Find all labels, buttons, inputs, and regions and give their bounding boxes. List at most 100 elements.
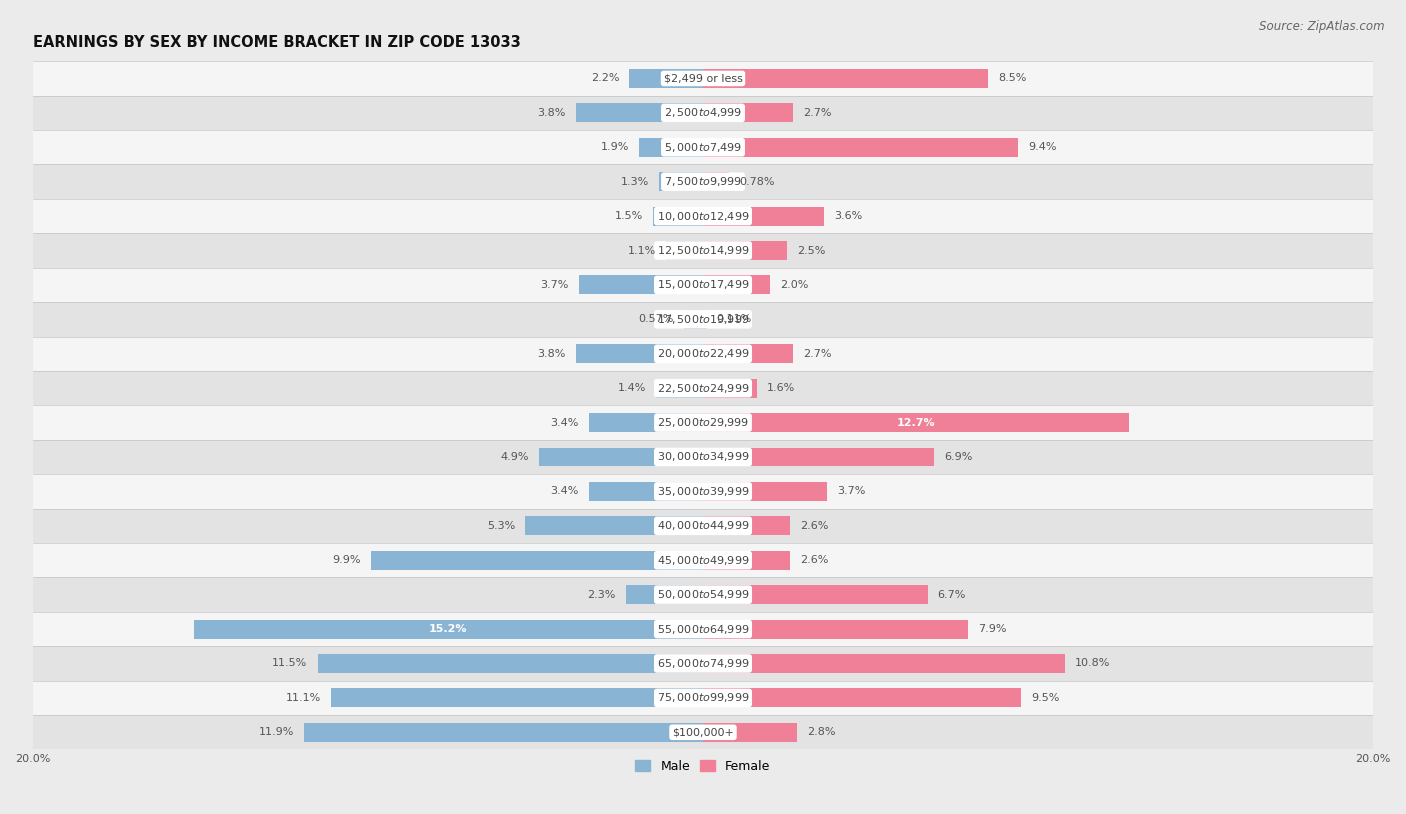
Text: $40,000 to $44,999: $40,000 to $44,999 — [657, 519, 749, 532]
Text: $5,000 to $7,499: $5,000 to $7,499 — [664, 141, 742, 154]
Bar — [32, 130, 1374, 164]
Bar — [652, 207, 703, 225]
Bar — [32, 612, 1374, 646]
Bar — [703, 585, 928, 604]
Bar — [589, 414, 703, 432]
Bar — [703, 138, 1018, 157]
Text: $75,000 to $99,999: $75,000 to $99,999 — [657, 691, 749, 704]
Bar — [703, 207, 824, 225]
Legend: Male, Female: Male, Female — [630, 755, 776, 777]
Bar — [575, 103, 703, 122]
Bar — [32, 543, 1374, 577]
Text: 3.8%: 3.8% — [537, 348, 565, 359]
Text: $10,000 to $12,499: $10,000 to $12,499 — [657, 209, 749, 222]
Text: 11.9%: 11.9% — [259, 727, 294, 737]
Bar — [703, 344, 793, 363]
Bar — [32, 268, 1374, 302]
Bar — [640, 138, 703, 157]
Bar — [657, 379, 703, 397]
Text: $35,000 to $39,999: $35,000 to $39,999 — [657, 485, 749, 498]
Text: $17,500 to $19,999: $17,500 to $19,999 — [657, 313, 749, 326]
Text: 9.4%: 9.4% — [1028, 142, 1056, 152]
Bar — [666, 241, 703, 260]
Text: 12.7%: 12.7% — [897, 418, 935, 427]
Bar — [703, 103, 793, 122]
Bar — [703, 482, 827, 501]
Bar — [538, 448, 703, 466]
Text: 2.6%: 2.6% — [800, 521, 828, 531]
Bar — [32, 336, 1374, 371]
Text: 1.1%: 1.1% — [628, 246, 657, 256]
Bar — [32, 405, 1374, 440]
Text: Source: ZipAtlas.com: Source: ZipAtlas.com — [1260, 20, 1385, 33]
Bar — [32, 61, 1374, 96]
Text: EARNINGS BY SEX BY INCOME BRACKET IN ZIP CODE 13033: EARNINGS BY SEX BY INCOME BRACKET IN ZIP… — [32, 35, 520, 50]
Bar — [703, 551, 790, 570]
Bar — [579, 275, 703, 295]
Text: 0.11%: 0.11% — [717, 314, 752, 324]
Text: $100,000+: $100,000+ — [672, 727, 734, 737]
Bar — [32, 302, 1374, 336]
Bar — [703, 654, 1064, 673]
Bar — [703, 619, 967, 638]
Text: $30,000 to $34,999: $30,000 to $34,999 — [657, 450, 749, 463]
Text: 5.3%: 5.3% — [486, 521, 516, 531]
Text: 2.5%: 2.5% — [797, 246, 825, 256]
Bar — [32, 681, 1374, 715]
Text: 10.8%: 10.8% — [1076, 659, 1111, 668]
Text: 9.9%: 9.9% — [333, 555, 361, 565]
Text: 0.78%: 0.78% — [740, 177, 775, 186]
Text: $22,500 to $24,999: $22,500 to $24,999 — [657, 382, 749, 395]
Bar — [703, 448, 934, 466]
Bar — [32, 199, 1374, 234]
Bar — [194, 619, 703, 638]
Text: 9.5%: 9.5% — [1032, 693, 1060, 702]
Bar — [703, 689, 1021, 707]
Text: 7.9%: 7.9% — [977, 624, 1007, 634]
Text: 6.9%: 6.9% — [945, 452, 973, 462]
Bar — [32, 371, 1374, 405]
Bar — [526, 516, 703, 536]
Text: 3.4%: 3.4% — [551, 487, 579, 497]
Bar — [703, 516, 790, 536]
Text: 4.9%: 4.9% — [501, 452, 529, 462]
Text: $2,499 or less: $2,499 or less — [664, 73, 742, 84]
Bar — [589, 482, 703, 501]
Bar — [703, 275, 770, 295]
Text: 3.6%: 3.6% — [834, 211, 862, 221]
Bar — [703, 310, 707, 329]
Text: $65,000 to $74,999: $65,000 to $74,999 — [657, 657, 749, 670]
Bar — [32, 715, 1374, 750]
Text: $50,000 to $54,999: $50,000 to $54,999 — [657, 589, 749, 601]
Bar — [304, 723, 703, 742]
Text: $15,000 to $17,499: $15,000 to $17,499 — [657, 278, 749, 291]
Text: 2.0%: 2.0% — [780, 280, 808, 290]
Bar — [703, 723, 797, 742]
Text: 8.5%: 8.5% — [998, 73, 1026, 84]
Text: 2.7%: 2.7% — [804, 108, 832, 118]
Text: 3.7%: 3.7% — [837, 487, 866, 497]
Text: $2,500 to $4,999: $2,500 to $4,999 — [664, 107, 742, 120]
Text: $55,000 to $64,999: $55,000 to $64,999 — [657, 623, 749, 636]
Text: 1.4%: 1.4% — [617, 383, 645, 393]
Text: 1.3%: 1.3% — [621, 177, 650, 186]
Bar — [32, 164, 1374, 199]
Bar — [703, 414, 1129, 432]
Text: $20,000 to $22,499: $20,000 to $22,499 — [657, 348, 749, 361]
Text: 11.1%: 11.1% — [285, 693, 321, 702]
Text: $25,000 to $29,999: $25,000 to $29,999 — [657, 416, 749, 429]
Text: 2.2%: 2.2% — [591, 73, 619, 84]
Text: 11.5%: 11.5% — [273, 659, 308, 668]
Bar — [32, 475, 1374, 509]
Text: 1.6%: 1.6% — [766, 383, 794, 393]
Bar — [703, 241, 787, 260]
Bar — [32, 96, 1374, 130]
Text: 1.5%: 1.5% — [614, 211, 643, 221]
Bar — [318, 654, 703, 673]
Bar — [575, 344, 703, 363]
Text: 6.7%: 6.7% — [938, 589, 966, 600]
Bar — [32, 509, 1374, 543]
Bar — [371, 551, 703, 570]
Bar — [32, 440, 1374, 475]
Bar — [626, 585, 703, 604]
